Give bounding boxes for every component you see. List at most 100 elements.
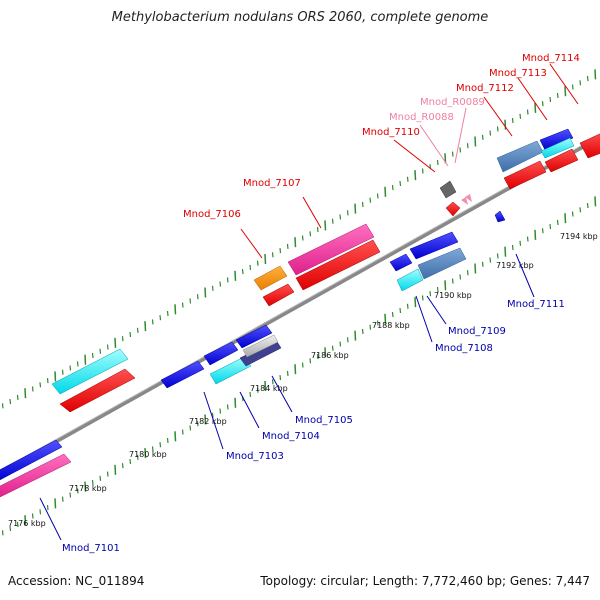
- reverse-track-tick: [444, 280, 447, 291]
- forward-track-tick: [286, 243, 289, 249]
- label-mnod-7110[interactable]: Mnod_7110: [362, 127, 420, 138]
- forward-tick-track: [1, 69, 597, 409]
- label-mnod-7105[interactable]: Mnod_7105: [295, 415, 353, 426]
- gene-red-7107[interactable]: [295, 239, 381, 291]
- forward-track-tick: [339, 214, 342, 220]
- reverse-track-tick: [264, 380, 267, 392]
- gene-red-7110[interactable]: [445, 201, 461, 217]
- reverse-track-tick: [594, 196, 597, 207]
- reverse-track-tick: [496, 253, 499, 259]
- forward-track-tick: [129, 331, 132, 338]
- gene-mnod-7104-feature[interactable]: [209, 356, 252, 385]
- gene-red-7112[interactable]: [503, 160, 547, 190]
- forward-track-tick: [594, 69, 597, 80]
- callout-mnod-7112: [483, 96, 513, 137]
- gene-cyan-7189[interactable]: [396, 268, 424, 292]
- reverse-track-tick: [399, 307, 402, 314]
- forward-track-tick: [556, 92, 559, 98]
- label-mnod-7107[interactable]: Mnod_7107: [243, 178, 301, 189]
- reverse-track-tick: [106, 471, 109, 477]
- gene-mnod-7101-feature[interactable]: [0, 439, 63, 482]
- label-mnod-7109[interactable]: Mnod_7109: [448, 326, 506, 337]
- gene-mnod-7109-feature[interactable]: [417, 247, 467, 280]
- forward-track-tick: [1, 403, 4, 409]
- reverse-track-tick: [76, 488, 79, 494]
- accession-text: Accession: NC_011894: [8, 574, 145, 588]
- label-mnod-7111[interactable]: Mnod_7111: [507, 299, 565, 310]
- forward-track-tick: [414, 170, 417, 181]
- gene-cyan-7180[interactable]: [51, 348, 129, 395]
- reverse-track-tick: [309, 358, 312, 364]
- label-mnod-r0088[interactable]: Mnod_R0088: [389, 112, 454, 123]
- gene-red-7113[interactable]: [544, 148, 579, 173]
- forward-track-tick: [264, 253, 267, 265]
- gene-red-7106[interactable]: [262, 283, 295, 307]
- reverse-track-tick: [541, 228, 544, 234]
- forward-track-tick: [451, 151, 454, 157]
- reverse-track-tick: [384, 313, 387, 324]
- callout-mnod-7110: [393, 139, 436, 173]
- reverse-track-tick: [234, 397, 237, 408]
- gene-mnod-7110-feature[interactable]: [439, 180, 457, 199]
- gene-mnod-7111-feature[interactable]: [494, 210, 506, 223]
- forward-track-tick: [571, 84, 574, 90]
- scale-label-7188: 7188 kbp: [372, 321, 410, 330]
- gene-mnod-7103-feature[interactable]: [160, 360, 205, 389]
- forward-track-tick: [564, 86, 567, 97]
- label-mnod-7103[interactable]: Mnod_7103: [226, 451, 284, 462]
- reverse-track-tick: [391, 312, 394, 318]
- gene-mnod-7101-pink[interactable]: [0, 453, 72, 498]
- forward-track-tick: [481, 134, 484, 140]
- scale-label-7192: 7192 kbp: [496, 261, 534, 270]
- gene-blue-7183[interactable]: [203, 341, 239, 366]
- forward-track-tick: [144, 321, 147, 332]
- callout-mnod-7113: [517, 77, 548, 121]
- scale-label-7176: 7176 kbp: [8, 519, 46, 528]
- reverse-track-tick: [129, 458, 132, 465]
- label-mnod-7113[interactable]: Mnod_7113: [489, 68, 547, 79]
- gene-mnod-r0088-feature[interactable]: [461, 197, 468, 205]
- reverse-track-tick: [271, 379, 274, 385]
- label-mnod-7112[interactable]: Mnod_7112: [456, 83, 514, 94]
- label-mnod-7104[interactable]: Mnod_7104: [262, 431, 320, 442]
- forward-track-tick: [226, 277, 229, 283]
- reverse-track-tick: [346, 337, 349, 343]
- gene-cyan-7113[interactable]: [540, 137, 575, 159]
- gene-blue-7189[interactable]: [409, 231, 459, 260]
- gene-mnod-7114-feature[interactable]: [579, 132, 600, 159]
- callout-mnod-7108: [415, 295, 433, 343]
- forward-track-tick: [309, 231, 312, 237]
- forward-track-tick: [466, 143, 469, 149]
- gene-red-7180[interactable]: [59, 368, 136, 413]
- reverse-track-tick: [159, 442, 162, 448]
- forward-track-tick: [534, 102, 537, 113]
- forward-track-tick: [9, 399, 12, 405]
- callout-mnod-7104: [239, 391, 260, 429]
- gene-mnod-7106-feature[interactable]: [253, 265, 288, 291]
- reverse-track-tick: [226, 404, 229, 410]
- genome-summary-text: Topology: circular; Length: 7,772,460 bp…: [260, 574, 590, 588]
- label-mnod-7114[interactable]: Mnod_7114: [522, 53, 580, 64]
- reverse-track-tick: [429, 291, 432, 297]
- forward-track-tick: [436, 159, 439, 166]
- label-mnod-7101[interactable]: Mnod_7101: [62, 543, 120, 554]
- gene-mnod-7107-feature[interactable]: [287, 223, 375, 276]
- gene-mnod-7108-feature[interactable]: [389, 253, 413, 272]
- reverse-track-tick: [556, 219, 559, 225]
- label-mnod-r0089[interactable]: Mnod_R0089: [420, 97, 485, 108]
- reverse-track-tick: [151, 446, 154, 452]
- forward-track-tick: [459, 147, 462, 153]
- gene-mnod-7113-feature[interactable]: [539, 128, 574, 151]
- forward-track-tick: [159, 315, 162, 321]
- callout-mnod-7101: [39, 497, 62, 541]
- forward-track-tick: [586, 76, 589, 82]
- reverse-track-tick: [474, 263, 477, 274]
- label-mnod-7108[interactable]: Mnod_7108: [435, 343, 493, 354]
- forward-track-tick: [136, 327, 139, 333]
- reverse-track-tick: [526, 236, 529, 242]
- forward-track-tick: [316, 227, 319, 233]
- label-mnod-7106[interactable]: Mnod_7106: [183, 209, 241, 220]
- gene-grey-7184[interactable]: [242, 334, 279, 358]
- gene-blue-7184b[interactable]: [235, 324, 273, 349]
- gene-mnod-r0089-feature[interactable]: [465, 194, 472, 202]
